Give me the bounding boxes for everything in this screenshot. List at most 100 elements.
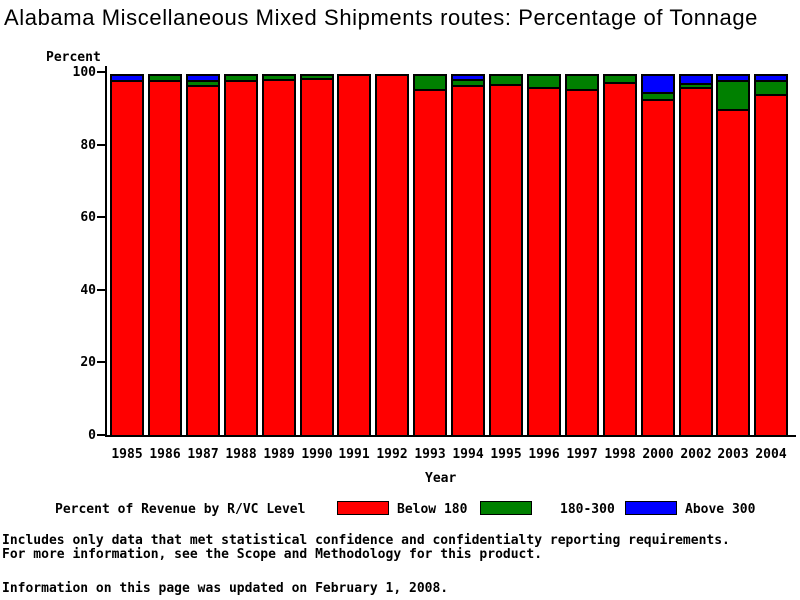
footer-note-line-2: For more information, see the Scope and … bbox=[2, 547, 543, 562]
bar-1995 bbox=[489, 74, 523, 437]
bar-segment-180-300 bbox=[681, 83, 711, 88]
footer-note-line-1: Includes only data that met statistical … bbox=[2, 533, 730, 548]
bar-segment-below-180 bbox=[567, 89, 597, 435]
y-axis-title: Percent bbox=[46, 50, 101, 65]
legend-swatch-above-300 bbox=[625, 501, 677, 515]
legend-swatch-180-300 bbox=[480, 501, 532, 515]
bar-segment-above-300 bbox=[718, 76, 748, 80]
bar-segment-below-180 bbox=[150, 79, 180, 435]
x-tick-label: 1986 bbox=[149, 447, 181, 462]
bar-segment-below-180 bbox=[756, 94, 786, 435]
x-tick-label: 2004 bbox=[755, 447, 787, 462]
y-tick-mark bbox=[97, 143, 105, 146]
y-tick-label: 20 bbox=[80, 355, 96, 371]
y-tick-label: 100 bbox=[72, 65, 96, 80]
legend: Percent of Revenue by R/VC Level Below 1… bbox=[0, 500, 800, 520]
y-tick-mark bbox=[97, 71, 105, 73]
legend-label-above-300: Above 300 bbox=[685, 502, 756, 517]
bar-1989 bbox=[262, 74, 296, 437]
bar-segment-below-180 bbox=[112, 79, 142, 435]
y-tick-mark bbox=[97, 216, 105, 219]
bar-segment-above-300 bbox=[188, 76, 218, 80]
bar-segment-above-300 bbox=[112, 76, 142, 80]
bar-segment-above-300 bbox=[643, 76, 673, 92]
bar-2002 bbox=[679, 74, 713, 437]
bar-1997 bbox=[565, 74, 599, 437]
bar-segment-below-180 bbox=[339, 76, 369, 435]
x-tick-label: 1987 bbox=[187, 447, 219, 462]
bar-1992 bbox=[375, 74, 409, 437]
y-tick-label: 80 bbox=[80, 137, 96, 153]
bar-2004 bbox=[754, 74, 788, 437]
x-tick-label: 1992 bbox=[376, 447, 408, 462]
x-tick-label: 2003 bbox=[717, 447, 749, 462]
x-tick-label: 1985 bbox=[111, 447, 143, 462]
x-tick-label: 1990 bbox=[301, 447, 333, 462]
bar-segment-180-300 bbox=[567, 76, 597, 90]
y-tick-label: 0 bbox=[88, 428, 96, 443]
bar-segment-above-300 bbox=[756, 76, 786, 80]
bar-segment-below-180 bbox=[377, 76, 407, 435]
y-tick-mark bbox=[97, 288, 105, 291]
legend-label-180-300: 180-300 bbox=[560, 502, 615, 517]
bar-segment-above-300 bbox=[453, 76, 483, 79]
bar-segment-below-180 bbox=[415, 89, 445, 435]
bar-1993 bbox=[413, 74, 447, 437]
bar-segment-above-300 bbox=[681, 76, 711, 84]
x-tick-label: 1998 bbox=[604, 447, 636, 462]
bar-segment-below-180 bbox=[226, 79, 256, 435]
bar-segment-below-180 bbox=[302, 77, 332, 435]
chart-area: Percent 0 20 40 60 80 100 1985 1986 1987 1988 198… bbox=[46, 50, 796, 486]
bar-segment-180-300 bbox=[529, 76, 559, 87]
bar-1986 bbox=[148, 74, 182, 437]
bar-1987 bbox=[186, 74, 220, 437]
bar-1985 bbox=[110, 74, 144, 437]
bar-segment-below-180 bbox=[188, 84, 218, 435]
bar-segment-below-180 bbox=[605, 81, 635, 435]
bar-segment-180-300 bbox=[415, 76, 445, 90]
legend-swatch-below-180 bbox=[337, 501, 389, 515]
y-tick-label: 60 bbox=[80, 210, 96, 226]
bar-segment-below-180 bbox=[491, 83, 521, 435]
legend-title: Percent of Revenue by R/VC Level bbox=[55, 502, 306, 517]
bar-1990 bbox=[300, 74, 334, 437]
legend-label-below-180: Below 180 bbox=[397, 502, 468, 517]
bar-2003 bbox=[716, 74, 750, 437]
bar-segment-below-180 bbox=[681, 87, 711, 435]
y-tick-mark bbox=[97, 361, 105, 364]
bar-segment-180-300 bbox=[150, 76, 180, 80]
bar-segment-180-300 bbox=[226, 76, 256, 80]
bar-segment-180-300 bbox=[756, 79, 786, 95]
bar-segment-180-300 bbox=[643, 91, 673, 99]
x-tick-label: 1995 bbox=[490, 447, 522, 462]
x-tick-label: 2002 bbox=[680, 447, 712, 462]
x-tick-label: 1991 bbox=[338, 447, 370, 462]
x-axis-title: Year bbox=[425, 471, 457, 486]
x-tick-label: 1997 bbox=[566, 447, 598, 462]
bar-segment-below-180 bbox=[264, 78, 294, 435]
x-tick-label: 1996 bbox=[528, 447, 560, 462]
bar-segment-180-300 bbox=[453, 78, 483, 85]
y-tick-label: 40 bbox=[80, 282, 96, 298]
bar-2000 bbox=[641, 74, 675, 437]
bar-segment-below-180 bbox=[453, 84, 483, 435]
x-tick-label: 2000 bbox=[642, 447, 674, 462]
footer-update-note: Information on this page was updated on … bbox=[2, 581, 449, 596]
bar-1996 bbox=[527, 74, 561, 437]
y-tick-mark bbox=[97, 434, 105, 436]
bar-segment-180-300 bbox=[718, 79, 748, 109]
x-tick-label: 1993 bbox=[414, 447, 446, 462]
x-tick-label: 1988 bbox=[225, 447, 257, 462]
bar-segment-below-180 bbox=[529, 86, 559, 435]
bar-segment-below-180 bbox=[643, 98, 673, 435]
bar-segment-180-300 bbox=[302, 76, 332, 78]
bar-1998 bbox=[603, 74, 637, 437]
page-title: Alabama Miscellaneous Mixed Shipments ro… bbox=[4, 5, 758, 30]
bar-segment-180-300 bbox=[264, 76, 294, 79]
y-axis-line bbox=[105, 66, 107, 437]
bar-segment-180-300 bbox=[491, 76, 521, 84]
bar-segment-180-300 bbox=[605, 76, 635, 82]
x-tick-label: 1994 bbox=[452, 447, 484, 462]
bar-1988 bbox=[224, 74, 258, 437]
x-axis-line bbox=[105, 435, 796, 437]
